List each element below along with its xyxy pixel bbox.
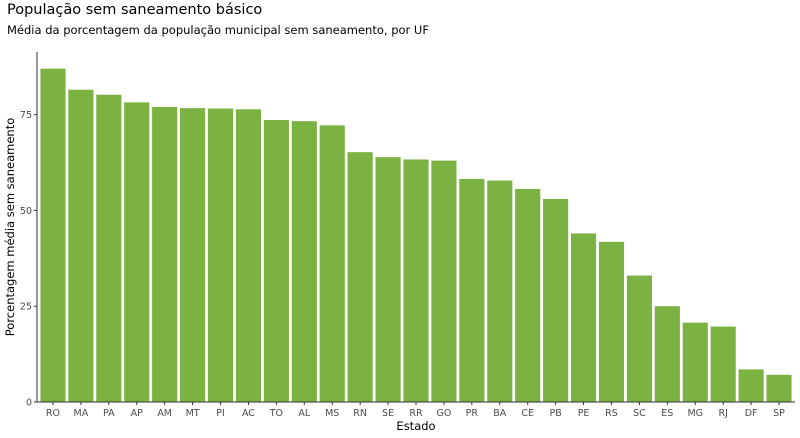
x-tick-label: CE bbox=[521, 408, 534, 419]
y-tick-label: 50 bbox=[20, 206, 32, 217]
bar-sc bbox=[626, 275, 652, 402]
x-tick-label: SE bbox=[382, 408, 394, 419]
bars-layer bbox=[40, 68, 792, 403]
x-tick-label: RR bbox=[409, 408, 423, 419]
bar-pr bbox=[459, 179, 485, 402]
bar-ms bbox=[319, 125, 345, 403]
x-tick-label: RN bbox=[353, 408, 367, 419]
x-tick-label: PI bbox=[216, 408, 225, 419]
bar-ma bbox=[68, 89, 94, 403]
bar-go bbox=[431, 160, 457, 402]
bar-pi bbox=[207, 108, 234, 402]
x-tick-label: PA bbox=[103, 408, 115, 419]
x-tick-label: PE bbox=[578, 408, 590, 419]
x-axis-ticks: RO MA PA AP AM MT PI AC TO AL MS RN SE RR GO PR BA CE PB PE… bbox=[46, 402, 785, 419]
x-tick-label: ES bbox=[661, 408, 673, 419]
bar-rr bbox=[403, 159, 429, 402]
chart-subtitle: Média da porcentagem da população munici… bbox=[7, 23, 429, 37]
x-tick-label: MS bbox=[325, 408, 339, 419]
x-tick-label: RJ bbox=[718, 408, 727, 419]
x-tick-label: MA bbox=[74, 408, 89, 419]
x-axis-title: Estado bbox=[396, 419, 435, 433]
chart-title: População sem saneamento básico bbox=[7, 2, 263, 18]
bar-rs bbox=[598, 241, 625, 402]
bar-ap bbox=[124, 102, 150, 402]
x-tick-label: RS bbox=[605, 408, 618, 419]
bar-sp bbox=[766, 374, 792, 402]
bar-am bbox=[152, 106, 178, 402]
x-tick-label: AP bbox=[131, 408, 143, 419]
bar-to bbox=[263, 120, 289, 402]
bar-df bbox=[738, 369, 764, 402]
x-tick-label: MT bbox=[186, 408, 200, 419]
x-tick-label: TO bbox=[269, 408, 283, 419]
x-tick-label: DF bbox=[745, 408, 758, 419]
x-tick-label: RO bbox=[46, 408, 60, 419]
bar-ro bbox=[40, 68, 66, 403]
x-tick-label: SC bbox=[633, 408, 646, 419]
bar-rj bbox=[710, 326, 736, 402]
x-tick-label: SP bbox=[773, 408, 785, 419]
x-tick-label: BA bbox=[493, 408, 507, 419]
y-axis-title: Porcentagem média sem saneamento bbox=[3, 118, 17, 336]
x-tick-label: AM bbox=[157, 408, 172, 419]
bar-mg bbox=[682, 322, 708, 402]
x-tick-label: MG bbox=[687, 408, 703, 419]
bar-pa bbox=[96, 94, 122, 402]
bar-ce bbox=[515, 188, 541, 402]
bar-mt bbox=[180, 108, 206, 402]
bar-se bbox=[375, 157, 401, 402]
x-tick-label: GO bbox=[437, 408, 452, 419]
bar-es bbox=[654, 306, 680, 402]
bar-al bbox=[291, 121, 317, 402]
bar-ba bbox=[487, 180, 513, 402]
bar-ac bbox=[235, 109, 262, 402]
y-tick-label: 0 bbox=[26, 398, 32, 409]
y-axis-ticks: 0 25 50 75 bbox=[20, 110, 37, 409]
bar-rn bbox=[347, 152, 373, 402]
y-tick-label: 75 bbox=[20, 110, 32, 121]
bar-pb bbox=[543, 198, 569, 402]
y-tick-label: 25 bbox=[20, 302, 32, 313]
x-tick-label: PB bbox=[550, 408, 562, 419]
x-tick-label: AL bbox=[298, 408, 310, 419]
bar-pe bbox=[570, 233, 597, 402]
x-tick-label: PR bbox=[466, 408, 479, 419]
x-tick-label: AC bbox=[242, 408, 255, 419]
